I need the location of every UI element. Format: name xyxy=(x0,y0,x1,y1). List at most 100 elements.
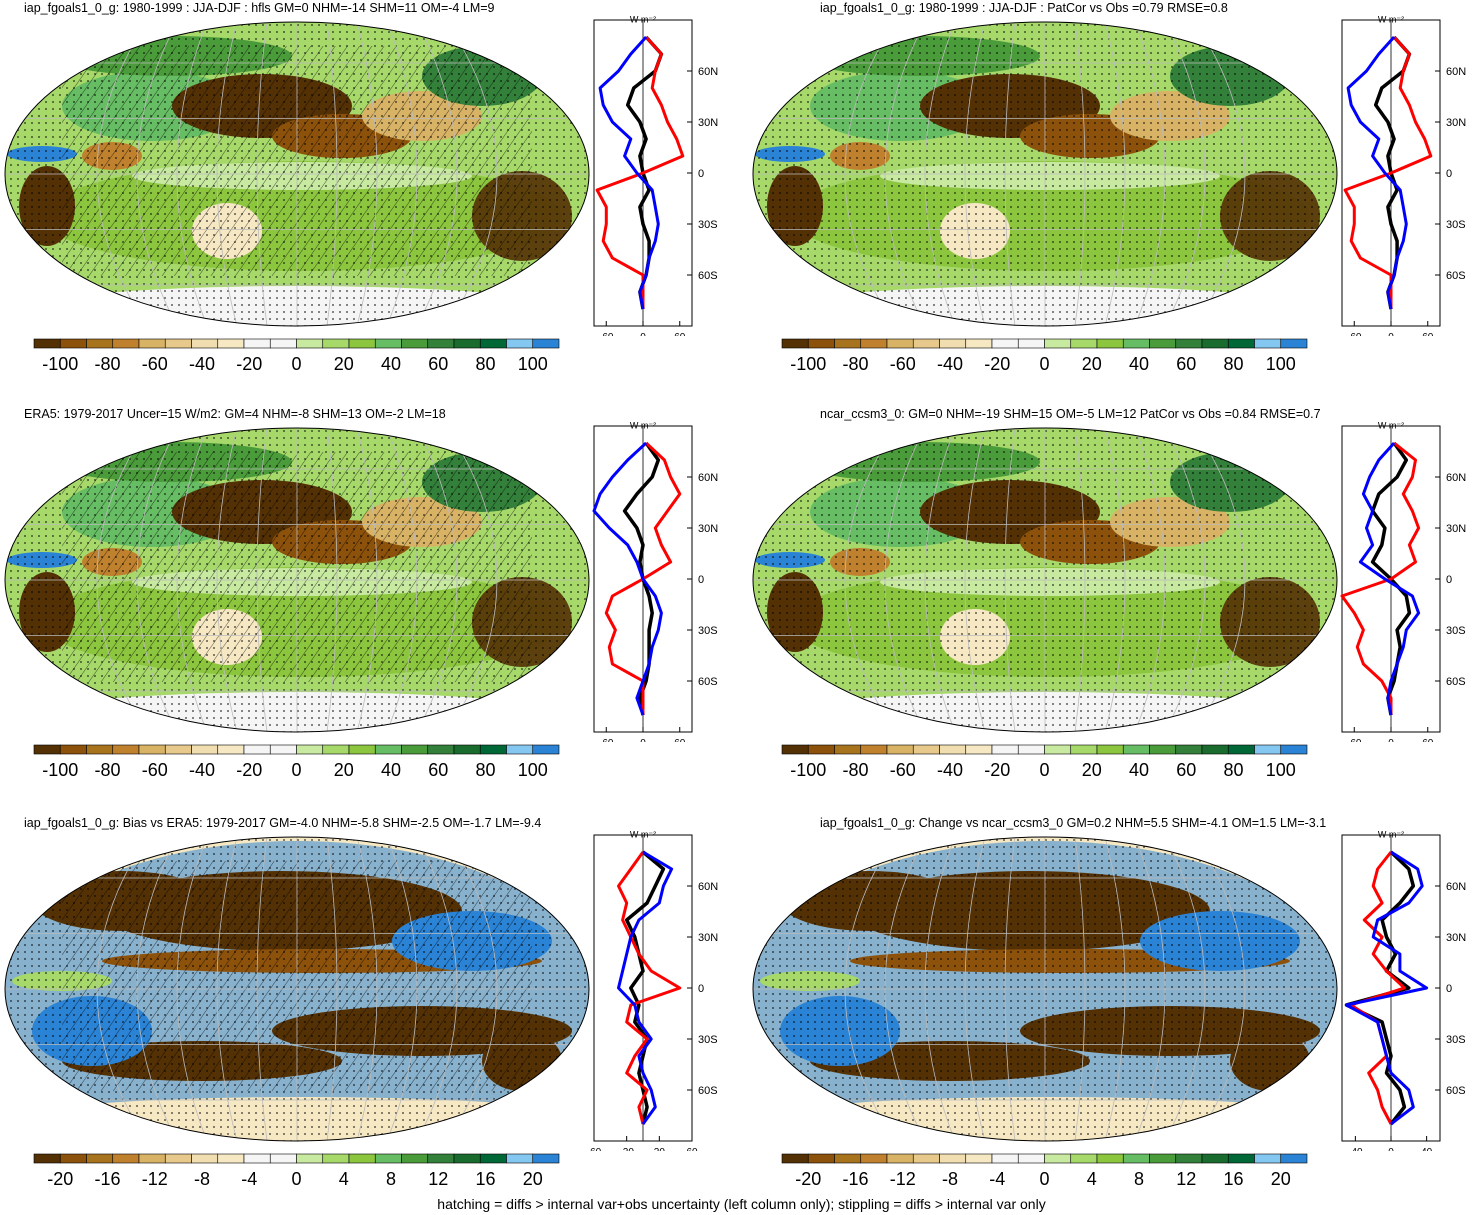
colorbar-swatch xyxy=(1175,1153,1203,1164)
colorbar-swatch xyxy=(138,338,166,349)
profile-line-red xyxy=(1340,441,1421,715)
colorbar-swatch xyxy=(1096,744,1124,755)
profile-ytick: 30S xyxy=(698,625,718,637)
colorbar-swatch xyxy=(965,338,993,349)
colorbar-label: 0 xyxy=(1039,1169,1049,1189)
profile-line-blue xyxy=(617,850,674,1125)
colorbar: -100 -80 -60 -40 -20 0 20 40 60 80 100 xyxy=(781,338,1308,374)
colorbar-swatch xyxy=(59,1153,87,1164)
colorbar-label: 20 xyxy=(1271,1169,1291,1189)
colorbar-swatch xyxy=(781,744,809,755)
profile-line-blue xyxy=(1345,850,1429,1126)
colorbar-swatch xyxy=(1149,338,1177,349)
colorbar-label: -60 xyxy=(890,354,916,374)
profile-line-black xyxy=(624,850,666,1125)
colorbar-label: 80 xyxy=(1223,354,1243,374)
profile-ytick: 60N xyxy=(698,66,718,78)
colorbar-label: -60 xyxy=(142,760,168,780)
profile-xtick: 20 xyxy=(654,1147,666,1151)
colorbar-swatch xyxy=(296,1153,324,1164)
colorbar-swatch xyxy=(296,338,324,349)
colorbar-swatch xyxy=(479,338,507,349)
colorbar-swatch xyxy=(269,744,297,755)
colorbar: -20 -16 -12 -8 -4 0 4 8 12 16 20 xyxy=(781,1153,1308,1189)
profile-xtick: 0 xyxy=(640,738,646,742)
colorbar-swatch xyxy=(191,744,219,755)
colorbar-label: 12 xyxy=(428,1169,448,1189)
colorbar-label: -40 xyxy=(937,354,963,374)
map-title: iap_fgoals1_0_g: 1980-1999 : JJA-DJF : P… xyxy=(820,1,1228,15)
colorbar-swatch xyxy=(269,1153,297,1164)
profile-ytick: 30N xyxy=(1446,932,1466,944)
colorbar: -20 -16 -12 -8 -4 0 4 8 12 16 20 xyxy=(33,1153,560,1189)
colorbar-swatch xyxy=(479,1153,507,1164)
colorbar-swatch xyxy=(912,1153,940,1164)
colorbar-swatch xyxy=(1201,1153,1229,1164)
profile-ytick: 60N xyxy=(1446,472,1466,484)
profile-ytick: 60N xyxy=(1446,881,1466,893)
colorbar-swatch xyxy=(374,744,402,755)
colorbar-label: -20 xyxy=(984,354,1010,374)
panel-5: iap_fgoals1_0_g: Bias vs ERA5: 1979-2017… xyxy=(0,815,735,1215)
colorbar-label: 20 xyxy=(334,760,354,780)
colorbar-label: -16 xyxy=(94,1169,120,1189)
colorbar-swatch xyxy=(1280,744,1308,755)
profile-xtick: -60 xyxy=(590,1147,602,1151)
colorbar-label: 100 xyxy=(518,354,548,374)
colorbar-label: -100 xyxy=(42,354,78,374)
colorbar-swatch xyxy=(217,1153,245,1164)
colorbar-swatch xyxy=(217,744,245,755)
profile-line-red xyxy=(1349,851,1406,1125)
colorbar-swatch xyxy=(348,338,376,349)
colorbar-label: 4 xyxy=(339,1169,349,1189)
colorbar-swatch xyxy=(912,338,940,349)
profile-xtick: 60 xyxy=(674,738,686,742)
map-field xyxy=(5,22,589,326)
colorbar-label: -100 xyxy=(42,760,78,780)
colorbar-label: 0 xyxy=(291,354,301,374)
profile-ytick: 60S xyxy=(1446,676,1466,688)
profile-xtick: 0 xyxy=(1388,738,1394,742)
colorbar: -100 -80 -60 -40 -20 0 20 40 60 80 100 xyxy=(781,744,1308,780)
colorbar-label: -60 xyxy=(142,354,168,374)
colorbar-swatch xyxy=(401,1153,429,1164)
colorbar-swatch xyxy=(506,1153,534,1164)
map-title: ncar_ccsm3_0: GM=0 NHM=-19 SHM=15 OM=-5 … xyxy=(820,407,1321,421)
colorbar-swatch xyxy=(348,1153,376,1164)
colorbar-label: -80 xyxy=(842,760,868,780)
world-map xyxy=(752,836,1338,1142)
colorbar-swatch xyxy=(991,1153,1019,1164)
map-field xyxy=(5,837,589,1141)
colorbar-label: -80 xyxy=(94,354,120,374)
colorbar-swatch xyxy=(138,1153,166,1164)
colorbar-label: -40 xyxy=(189,760,215,780)
colorbar-swatch xyxy=(1122,338,1150,349)
colorbar-label: 100 xyxy=(1266,354,1296,374)
colorbar-swatch xyxy=(59,338,87,349)
profile-line-red xyxy=(617,851,682,1125)
colorbar-label: 20 xyxy=(1082,760,1102,780)
colorbar-swatch xyxy=(191,1153,219,1164)
profile-ytick: 30S xyxy=(1446,219,1466,231)
colorbar-swatch xyxy=(401,338,429,349)
map-field xyxy=(5,428,589,732)
profile-ytick: 60S xyxy=(698,676,718,688)
colorbar-swatch xyxy=(939,1153,967,1164)
colorbar-label: 40 xyxy=(381,760,401,780)
colorbar-label: 60 xyxy=(1176,760,1196,780)
colorbar-swatch xyxy=(322,338,350,349)
colorbar-swatch xyxy=(59,744,87,755)
colorbar-label: -20 xyxy=(236,760,262,780)
colorbar-label: 100 xyxy=(1266,760,1296,780)
colorbar-label: 16 xyxy=(475,1169,495,1189)
profile-ytick: 30N xyxy=(698,523,718,535)
colorbar-swatch xyxy=(374,338,402,349)
map-title: iap_fgoals1_0_g: 1980-1999 : JJA-DJF : h… xyxy=(24,1,495,15)
colorbar-label: 16 xyxy=(1223,1169,1243,1189)
colorbar-label: 4 xyxy=(1087,1169,1097,1189)
panel-1: iap_fgoals1_0_g: 1980-1999 : JJA-DJF : h… xyxy=(0,0,735,400)
profile-xtick: -20 xyxy=(619,1147,634,1151)
colorbar-swatch xyxy=(939,744,967,755)
